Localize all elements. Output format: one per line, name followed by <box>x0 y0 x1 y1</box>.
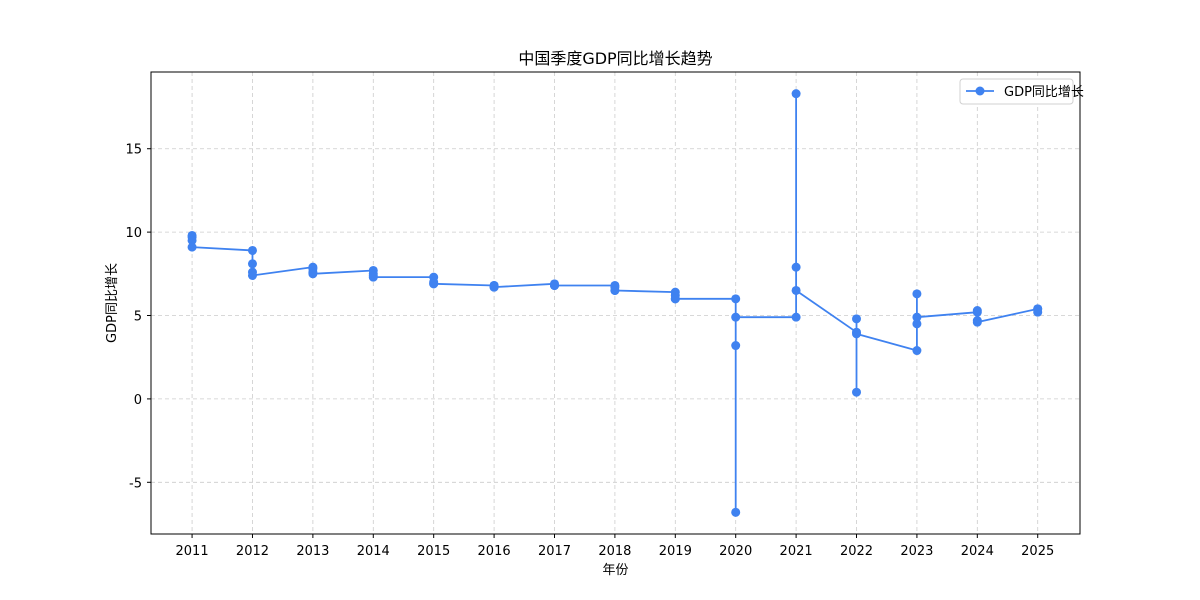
x-tick-label: 2012 <box>236 544 269 559</box>
data-point <box>247 259 257 269</box>
x-tick-label: 2014 <box>357 544 390 559</box>
data-point <box>912 346 922 356</box>
x-tick-label: 2021 <box>780 544 813 559</box>
data-point <box>308 269 318 279</box>
y-tick-label: 15 <box>125 143 142 158</box>
x-tick-label: 2015 <box>417 544 450 559</box>
data-point <box>731 294 741 304</box>
data-point <box>912 312 922 322</box>
data-point <box>791 262 801 272</box>
x-tick-label: 2017 <box>538 544 571 559</box>
data-point <box>1033 307 1043 317</box>
x-tick-label: 2016 <box>478 544 511 559</box>
data-point <box>489 282 499 292</box>
legend-box <box>959 78 1074 105</box>
data-point <box>852 314 862 324</box>
x-tick-label: 2020 <box>719 544 752 559</box>
x-tick-label: 2018 <box>598 544 631 559</box>
data-point <box>731 507 741 517</box>
data-point <box>852 387 862 397</box>
data-point <box>731 312 741 322</box>
chart-title: 中国季度GDP同比增长趋势 <box>518 49 712 68</box>
data-point <box>368 272 378 282</box>
data-point <box>852 329 862 339</box>
data-point <box>791 285 801 295</box>
data-point <box>549 280 559 290</box>
data-point <box>247 270 257 280</box>
y-tick-label: -5 <box>129 476 142 491</box>
x-tick-label: 2025 <box>1021 544 1054 559</box>
axis-ticks: 2011 2012 2013 2014 2015 2016 2017 2018 2019 2020… <box>125 143 1054 559</box>
legend-label: GDP同比增长 <box>1004 85 1084 100</box>
data-point <box>972 306 982 316</box>
y-tick-label: 5 <box>134 310 142 325</box>
data-point <box>912 289 922 299</box>
data-point <box>731 341 741 351</box>
data-point <box>791 312 801 322</box>
y-axis-label: GDP同比增长 <box>105 263 120 343</box>
data-point <box>187 242 197 252</box>
grid <box>151 72 1080 534</box>
x-axis-label: 年份 <box>602 563 628 578</box>
x-tick-label: 2019 <box>659 544 692 559</box>
series-layer <box>187 89 1043 517</box>
legend-marker-swatch <box>975 86 985 96</box>
data-point <box>247 245 257 255</box>
x-tick-label: 2011 <box>176 544 209 559</box>
data-point <box>187 235 197 245</box>
y-tick-label: 0 <box>134 393 142 408</box>
data-point <box>972 317 982 327</box>
data-point <box>670 294 680 304</box>
y-tick-label: 10 <box>125 226 142 241</box>
legend: GDP同比增长 <box>959 78 1084 105</box>
x-tick-label: 2023 <box>900 544 933 559</box>
x-tick-label: 2024 <box>961 544 994 559</box>
data-point <box>610 285 620 295</box>
x-tick-label: 2013 <box>296 544 329 559</box>
plot-frame <box>150 71 1081 535</box>
x-tick-label: 2022 <box>840 544 873 559</box>
data-point <box>791 89 801 99</box>
data-point <box>912 319 922 329</box>
data-point <box>429 279 439 289</box>
